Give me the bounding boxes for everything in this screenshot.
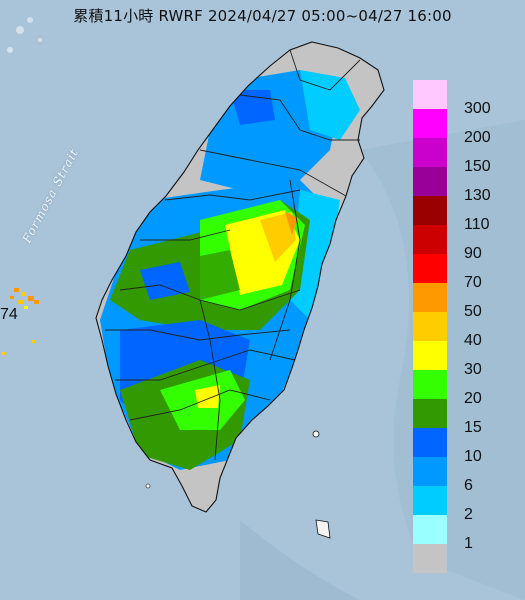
legend-label: 40 (464, 332, 482, 349)
legend-swatch (413, 283, 447, 312)
legend-swatch (413, 341, 447, 370)
legend-label: 90 (464, 245, 482, 262)
edge-label: 74 (0, 306, 18, 323)
legend-label: 150 (464, 158, 491, 175)
legend-label: 70 (464, 274, 482, 291)
legend-label: 300 (464, 100, 491, 117)
legend-swatch (413, 370, 447, 399)
legend-label: 130 (464, 187, 491, 204)
green-island (315, 519, 331, 539)
legend-swatch (413, 544, 447, 573)
county-boundaries (105, 49, 361, 461)
legend-swatch (413, 196, 447, 225)
legend-label: 2 (464, 506, 473, 523)
map-title: 累積11小時 RWRF 2024/04/27 05:00~04/27 16:00 (73, 7, 452, 25)
penghu-rain-dots (2, 288, 39, 355)
legend-swatch (413, 312, 447, 341)
legend-swatch (413, 80, 447, 109)
legend-swatch (413, 399, 447, 428)
legend-swatch (413, 254, 447, 283)
small-islet-2 (145, 483, 151, 489)
legend-label: 200 (464, 129, 491, 146)
legend-swatch (413, 515, 447, 544)
legend-swatch (413, 109, 447, 138)
legend-swatch (413, 225, 447, 254)
legend-swatch (413, 138, 447, 167)
rainfall-legend: 300 200 150 130 110 90 70 50 40 30 20 15 10 6 2 1 (413, 80, 510, 573)
legend-label: 15 (464, 419, 482, 436)
legend-label: 10 (464, 448, 482, 465)
legend-label: 30 (464, 361, 482, 378)
legend-label: 20 (464, 390, 482, 407)
cloud-texture (7, 17, 42, 53)
small-islet (312, 430, 320, 438)
legend-label: 1 (464, 535, 473, 552)
taiwan-outline (95, 41, 385, 513)
legend-label: 6 (464, 477, 473, 494)
legend-swatch (413, 167, 447, 196)
legend-swatch (413, 457, 447, 486)
legend-swatch (413, 486, 447, 515)
sea-texture-south (240, 520, 360, 600)
legend-label: 110 (464, 216, 490, 233)
legend-swatch (413, 428, 447, 457)
legend-label: 50 (464, 303, 482, 320)
